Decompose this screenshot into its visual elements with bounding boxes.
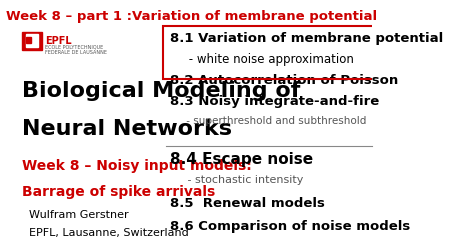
Text: 8.6 Comparison of noise models: 8.6 Comparison of noise models (170, 219, 410, 232)
Text: 8.1 Variation of membrane potential: 8.1 Variation of membrane potential (170, 32, 443, 44)
Text: Barrage of spike arrivals: Barrage of spike arrivals (22, 184, 215, 198)
Text: Week 8 – Noisy input models:: Week 8 – Noisy input models: (22, 159, 252, 173)
Text: EPFL, Lausanne, Switzerland: EPFL, Lausanne, Switzerland (29, 227, 189, 237)
Text: 8.3 Noisy integrate-and-fire: 8.3 Noisy integrate-and-fire (170, 94, 379, 107)
Text: 8.5  Renewal models: 8.5 Renewal models (170, 197, 325, 209)
Text: 8.2 Autocorrelation of Poisson: 8.2 Autocorrelation of Poisson (170, 73, 398, 86)
Text: Biological Modeling of: Biological Modeling of (22, 81, 301, 101)
Text: - superthreshold and subthreshold: - superthreshold and subthreshold (170, 115, 366, 125)
Text: Neural Networks: Neural Networks (22, 118, 232, 138)
Text: 8.4 Escape noise: 8.4 Escape noise (170, 151, 313, 166)
Bar (22, 33, 42, 50)
Text: - stochastic intensity: - stochastic intensity (170, 174, 303, 184)
Bar (26, 35, 38, 48)
Bar (27, 38, 31, 44)
Text: - white noise approximation: - white noise approximation (170, 52, 354, 65)
Text: EPFL: EPFL (45, 36, 72, 46)
Text: Week 8 – part 1 :Variation of membrane potential: Week 8 – part 1 :Variation of membrane p… (6, 10, 377, 23)
Text: ECOLE POLYTECHNIQUE
FEDERALE DE LAUSANNE: ECOLE POLYTECHNIQUE FEDERALE DE LAUSANNE (45, 44, 108, 55)
Text: Wulfram Gerstner: Wulfram Gerstner (29, 209, 129, 219)
